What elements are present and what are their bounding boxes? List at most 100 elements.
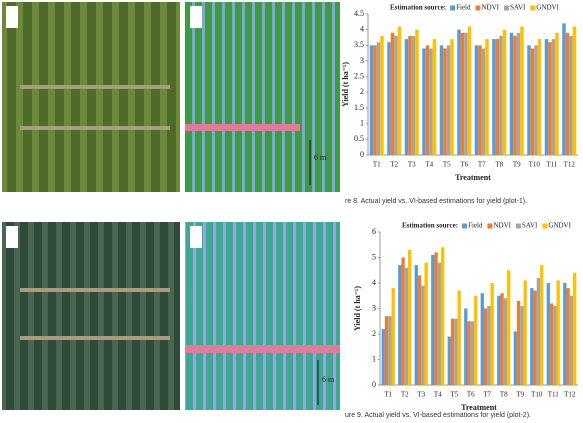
- y-tick-label: 3: [372, 303, 376, 312]
- bar: [380, 36, 384, 155]
- bar: [487, 306, 490, 385]
- bar: [421, 286, 424, 385]
- bar: [570, 296, 573, 385]
- bar: [401, 258, 404, 386]
- bar: [471, 321, 474, 385]
- bar: [485, 39, 489, 155]
- x-tick-label: T8: [500, 391, 508, 399]
- x-tick-label: T12: [564, 161, 576, 169]
- bar: [412, 36, 416, 155]
- bar: [450, 39, 454, 155]
- aerial-image: [2, 2, 340, 410]
- x-tick-label: T4: [425, 161, 433, 169]
- bar: [548, 42, 552, 155]
- bar: [531, 48, 535, 155]
- bar: [573, 27, 577, 155]
- legend-swatch: [487, 224, 492, 229]
- bar: [398, 265, 401, 385]
- legend-label: SAVI: [510, 4, 526, 12]
- bar: [520, 27, 524, 155]
- bar: [573, 273, 576, 385]
- bar: [391, 33, 395, 155]
- bar: [527, 45, 531, 155]
- bar: [385, 316, 388, 385]
- y-tick-label: 2: [360, 87, 364, 96]
- x-tick-label: T10: [529, 161, 541, 169]
- bar: [377, 42, 381, 155]
- y-tick-label: 6: [372, 227, 376, 236]
- bar: [524, 280, 527, 385]
- bar: [431, 255, 434, 385]
- x-tick-label: T5: [443, 161, 451, 169]
- x-tick-label: T12: [564, 391, 576, 399]
- bar: [422, 48, 426, 155]
- bar: [491, 283, 494, 385]
- bar: [464, 33, 468, 155]
- figure: 6 m 6 m re 8. Actual yield vs. VI-based …: [0, 0, 583, 423]
- legend-swatch: [450, 6, 455, 11]
- bar: [447, 45, 451, 155]
- bar: [514, 331, 517, 385]
- bar: [566, 288, 569, 385]
- bar: [545, 39, 549, 155]
- y-tick-label: 3.5: [354, 40, 364, 49]
- bar: [557, 280, 560, 385]
- x-tick-label: T7: [478, 161, 486, 169]
- y-tick-label: 0: [360, 150, 364, 159]
- x-tick-label: T4: [434, 391, 442, 399]
- y-axis-title: Yield (t ha⁻¹): [353, 286, 362, 331]
- y-tick-label: 1: [360, 118, 364, 127]
- bar: [510, 33, 514, 155]
- legend-label: GNDVI: [536, 4, 559, 12]
- bar: [481, 293, 484, 385]
- bar: [563, 283, 566, 385]
- bar: [448, 337, 451, 385]
- bar: [468, 27, 472, 155]
- bar: [482, 48, 486, 155]
- bar: [373, 45, 377, 155]
- bar: [538, 39, 542, 155]
- bar: [387, 42, 391, 155]
- bar: [388, 316, 391, 385]
- bar: [461, 33, 465, 155]
- bar: [408, 250, 411, 385]
- bar: [484, 309, 487, 386]
- bar: [503, 30, 507, 155]
- bar: [467, 321, 470, 385]
- bar: [438, 263, 441, 385]
- x-tick-label: T11: [548, 391, 560, 399]
- bar: [562, 23, 566, 155]
- x-tick-label: T5: [450, 391, 458, 399]
- bar: [398, 27, 402, 155]
- bar: [429, 48, 433, 155]
- bar: [408, 36, 412, 155]
- x-tick-label: T11: [546, 161, 558, 169]
- bar: [537, 278, 540, 385]
- bar: [405, 39, 409, 155]
- bar: [434, 252, 437, 385]
- bar: [555, 33, 559, 155]
- bar: [458, 291, 461, 385]
- legend-swatch: [516, 224, 521, 229]
- bar: [370, 45, 374, 155]
- legend-label: Field: [468, 222, 483, 230]
- y-tick-label: 2.5: [354, 71, 364, 80]
- legend-title: Estimation source:: [402, 222, 458, 230]
- legend-label: Field: [456, 4, 471, 12]
- bar: [513, 36, 517, 155]
- y-tick-label: 1.5: [354, 103, 364, 112]
- legend-label: GNDVI: [548, 222, 571, 230]
- bar: [492, 39, 496, 155]
- bar: [507, 270, 510, 385]
- bar: [499, 36, 503, 155]
- bar: [415, 30, 419, 155]
- x-axis-title: Treatment: [461, 403, 497, 412]
- y-axis-title: Yield (t ha⁻¹): [341, 62, 350, 107]
- x-tick-label: T8: [495, 161, 503, 169]
- y-tick-label: 0: [372, 380, 376, 389]
- legend-swatch: [462, 224, 467, 229]
- bar: [530, 288, 533, 385]
- scale-label: 6 m: [322, 375, 335, 384]
- y-tick-label: 3: [360, 56, 364, 65]
- bar: [441, 247, 444, 385]
